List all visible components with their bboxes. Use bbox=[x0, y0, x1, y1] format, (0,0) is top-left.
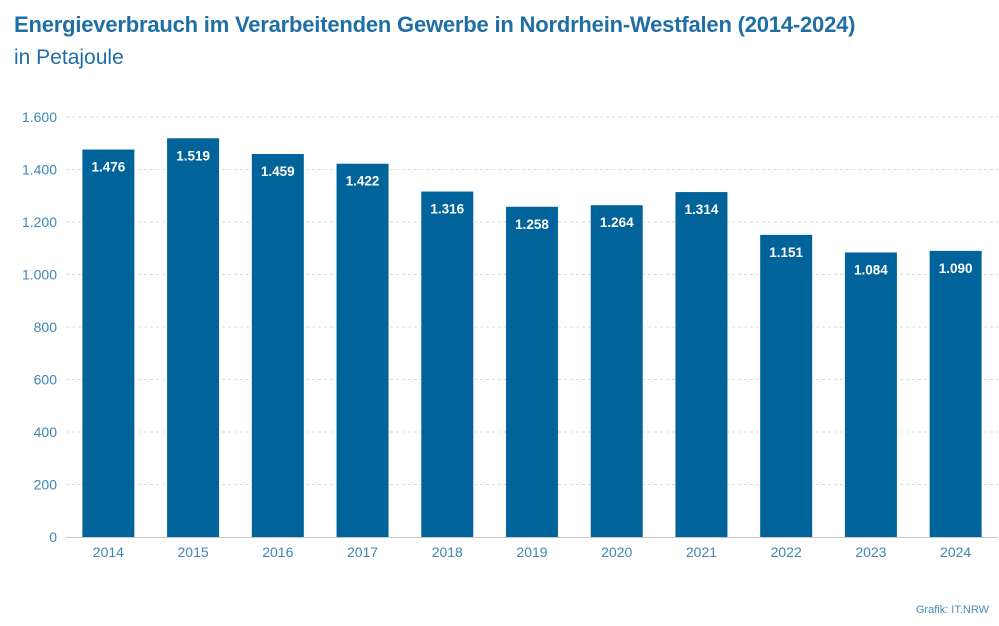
bar bbox=[760, 234, 813, 538]
x-tick-label: 2024 bbox=[940, 544, 971, 560]
bar bbox=[336, 163, 389, 537]
x-tick-label: 2021 bbox=[686, 544, 717, 560]
x-tick-label: 2023 bbox=[855, 544, 886, 560]
y-tick-label: 800 bbox=[34, 319, 58, 335]
x-tick-label: 2017 bbox=[347, 544, 378, 560]
y-tick-label: 1.200 bbox=[22, 214, 57, 230]
data-label: 1.519 bbox=[176, 148, 210, 163]
data-label: 1.264 bbox=[600, 215, 634, 230]
data-label: 1.422 bbox=[346, 174, 380, 189]
data-label: 1.459 bbox=[261, 164, 295, 179]
y-tick-label: 1.000 bbox=[22, 267, 57, 283]
chart-title: Energieverbrauch im Verarbeitenden Gewer… bbox=[14, 12, 856, 37]
data-label: 1.084 bbox=[854, 262, 888, 277]
bar bbox=[590, 205, 643, 537]
y-tick-label: 1.400 bbox=[22, 162, 57, 178]
y-tick-label: 400 bbox=[34, 424, 58, 440]
y-tick-label: 0 bbox=[49, 529, 57, 545]
chart-subtitle: in Petajoule bbox=[14, 46, 124, 69]
source-credit: Grafik: IT.NRW bbox=[915, 604, 989, 616]
data-label: 1.090 bbox=[939, 261, 973, 276]
y-tick-label: 600 bbox=[34, 372, 58, 388]
x-tick-label: 2022 bbox=[771, 544, 802, 560]
bar bbox=[167, 138, 220, 537]
bar bbox=[421, 191, 474, 538]
data-label: 1.314 bbox=[685, 202, 719, 217]
data-label: 1.151 bbox=[769, 245, 803, 260]
y-tick-label: 200 bbox=[34, 477, 58, 493]
y-tick-label: 1.600 bbox=[22, 109, 57, 125]
bar bbox=[82, 149, 135, 538]
x-tick-label: 2016 bbox=[262, 544, 293, 560]
data-label: 1.476 bbox=[91, 160, 125, 175]
bar bbox=[506, 206, 558, 537]
x-tick-label: 2019 bbox=[516, 544, 547, 560]
x-tick-label: 2014 bbox=[93, 544, 124, 560]
data-label: 1.316 bbox=[430, 202, 464, 217]
x-tick-label: 2018 bbox=[432, 544, 463, 560]
x-tick-label: 2020 bbox=[601, 544, 632, 560]
bar bbox=[675, 192, 728, 537]
bar bbox=[844, 252, 897, 537]
bar bbox=[929, 250, 982, 537]
x-tick-label: 2015 bbox=[178, 544, 209, 560]
data-label: 1.258 bbox=[515, 217, 549, 232]
bar bbox=[251, 154, 304, 537]
